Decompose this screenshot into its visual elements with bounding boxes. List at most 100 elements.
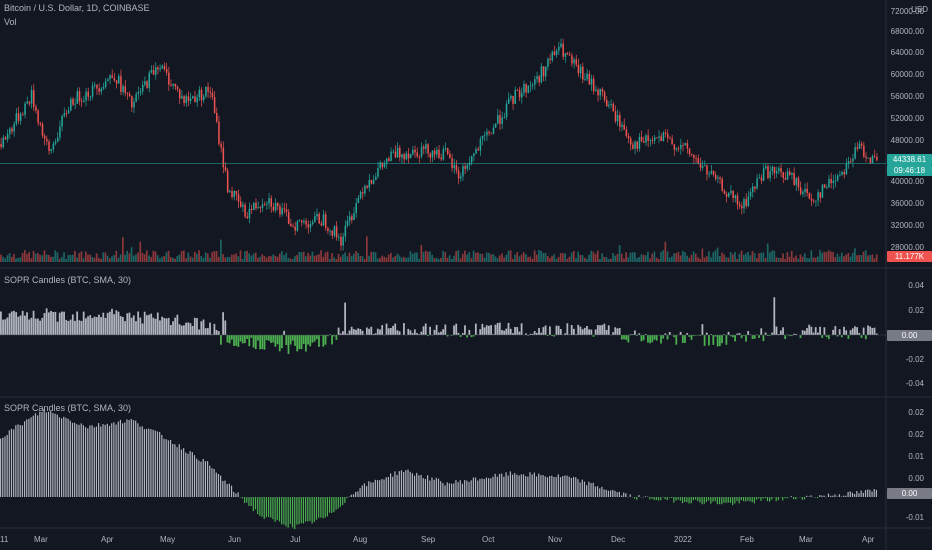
osc2-bar (366, 486, 368, 497)
volume-bar (305, 256, 307, 262)
osc1-bar (485, 325, 488, 335)
pane1-title[interactable]: SOPR Candles (BTC, SMA, 30) (4, 275, 132, 285)
osc2-bar (8, 430, 10, 497)
osc1-bar (311, 335, 314, 343)
candle-body (440, 157, 442, 160)
volume-bar (387, 254, 390, 262)
candle-body (797, 178, 800, 188)
volume-bar (664, 241, 667, 262)
candle-body (72, 99, 74, 105)
volume-bar (74, 250, 76, 262)
osc1-bar (651, 335, 654, 343)
osc1-bar (71, 314, 74, 335)
osc2-bar (801, 497, 803, 500)
candle-body (290, 224, 292, 227)
candle-body (91, 85, 94, 97)
price-tick-label: 52000.00 (890, 114, 924, 123)
osc2-bar (518, 475, 520, 497)
volume-bar (263, 255, 266, 262)
osc1-bar (252, 335, 255, 348)
osc1-bar (808, 324, 811, 335)
volume-bar (41, 255, 44, 262)
osc1-bar (100, 317, 102, 335)
osc1-bar (559, 329, 562, 335)
osc1-bar (433, 329, 436, 335)
osc2-bar (139, 426, 141, 497)
osc1-bar (511, 333, 514, 335)
osc2-bar (230, 485, 233, 497)
pane2-title[interactable]: SOPR Candles (BTC, SMA, 30) (4, 403, 132, 413)
osc1-bar (729, 335, 732, 337)
osc2-bar (503, 476, 505, 497)
candle-body (808, 193, 811, 199)
candle-body (571, 55, 573, 64)
osc2-bar (389, 473, 392, 497)
volume-bar (511, 258, 514, 262)
volume-bar (614, 255, 617, 262)
osc1-bar (843, 326, 845, 335)
volume-bar (272, 254, 275, 262)
osc2-bar (252, 497, 254, 512)
osc1-bar (248, 335, 251, 347)
osc2-bar (721, 497, 723, 505)
volume-bar (610, 258, 612, 262)
volume-bar (274, 255, 277, 262)
osc2-bar (63, 416, 65, 497)
volume-bar (411, 253, 414, 262)
volume-bar (366, 236, 368, 262)
osc1-bar (736, 333, 739, 335)
osc2-bar (703, 497, 705, 504)
osc2-bar (370, 482, 372, 497)
symbol-title[interactable]: Bitcoin / U.S. Dollar, 1D, COINBASE (4, 3, 150, 13)
osc2-bar (847, 491, 849, 497)
volume-bar (233, 254, 235, 262)
osc1-bar (420, 331, 423, 335)
osc2-bar (32, 415, 34, 497)
candle-body (200, 89, 203, 101)
volume-bar (248, 253, 251, 262)
candle-body (751, 186, 754, 192)
volume-bar (287, 258, 290, 262)
volume-bar (577, 251, 580, 262)
candle-body (6, 133, 9, 140)
volume-bar (496, 258, 499, 262)
osc1-bar (468, 329, 471, 335)
time-tick-label: Apr (862, 535, 875, 544)
osc1-bar (104, 317, 107, 335)
pane2-tick-label: 0.02 (908, 430, 924, 439)
volume-bar (91, 256, 94, 262)
volume-bar (836, 253, 839, 262)
candle-body (202, 96, 205, 101)
osc2-bar (771, 497, 773, 500)
osc2-bar (514, 473, 516, 497)
osc2-bar (607, 490, 610, 497)
osc2-bar (793, 497, 795, 500)
volume-bar (313, 255, 316, 262)
volume-bar (860, 255, 863, 262)
volume-bar (518, 256, 521, 262)
candle-body (799, 187, 802, 194)
volume-bar (39, 254, 41, 262)
volume-bar (294, 256, 296, 262)
candle-body (714, 174, 717, 179)
volume-bar (433, 258, 436, 262)
osc1-bar (115, 310, 118, 335)
volume-bar (694, 253, 697, 262)
time-tick-label: Jun (228, 535, 241, 544)
osc1-bar (69, 319, 72, 335)
osc2-bar (311, 497, 313, 524)
currency-label[interactable]: USD (911, 5, 928, 14)
candle-body (244, 204, 246, 217)
osc2-bar (718, 497, 721, 505)
volume-bar (307, 252, 309, 262)
candle-body (120, 75, 122, 92)
osc1-bar (396, 330, 399, 335)
osc2-bar (322, 497, 324, 519)
candle-body (693, 154, 695, 158)
candle-body (399, 147, 401, 158)
volume-bar (320, 250, 322, 262)
candle-body (784, 177, 787, 180)
time-tick-label: Nov (548, 535, 563, 544)
volume-bar (34, 253, 37, 262)
